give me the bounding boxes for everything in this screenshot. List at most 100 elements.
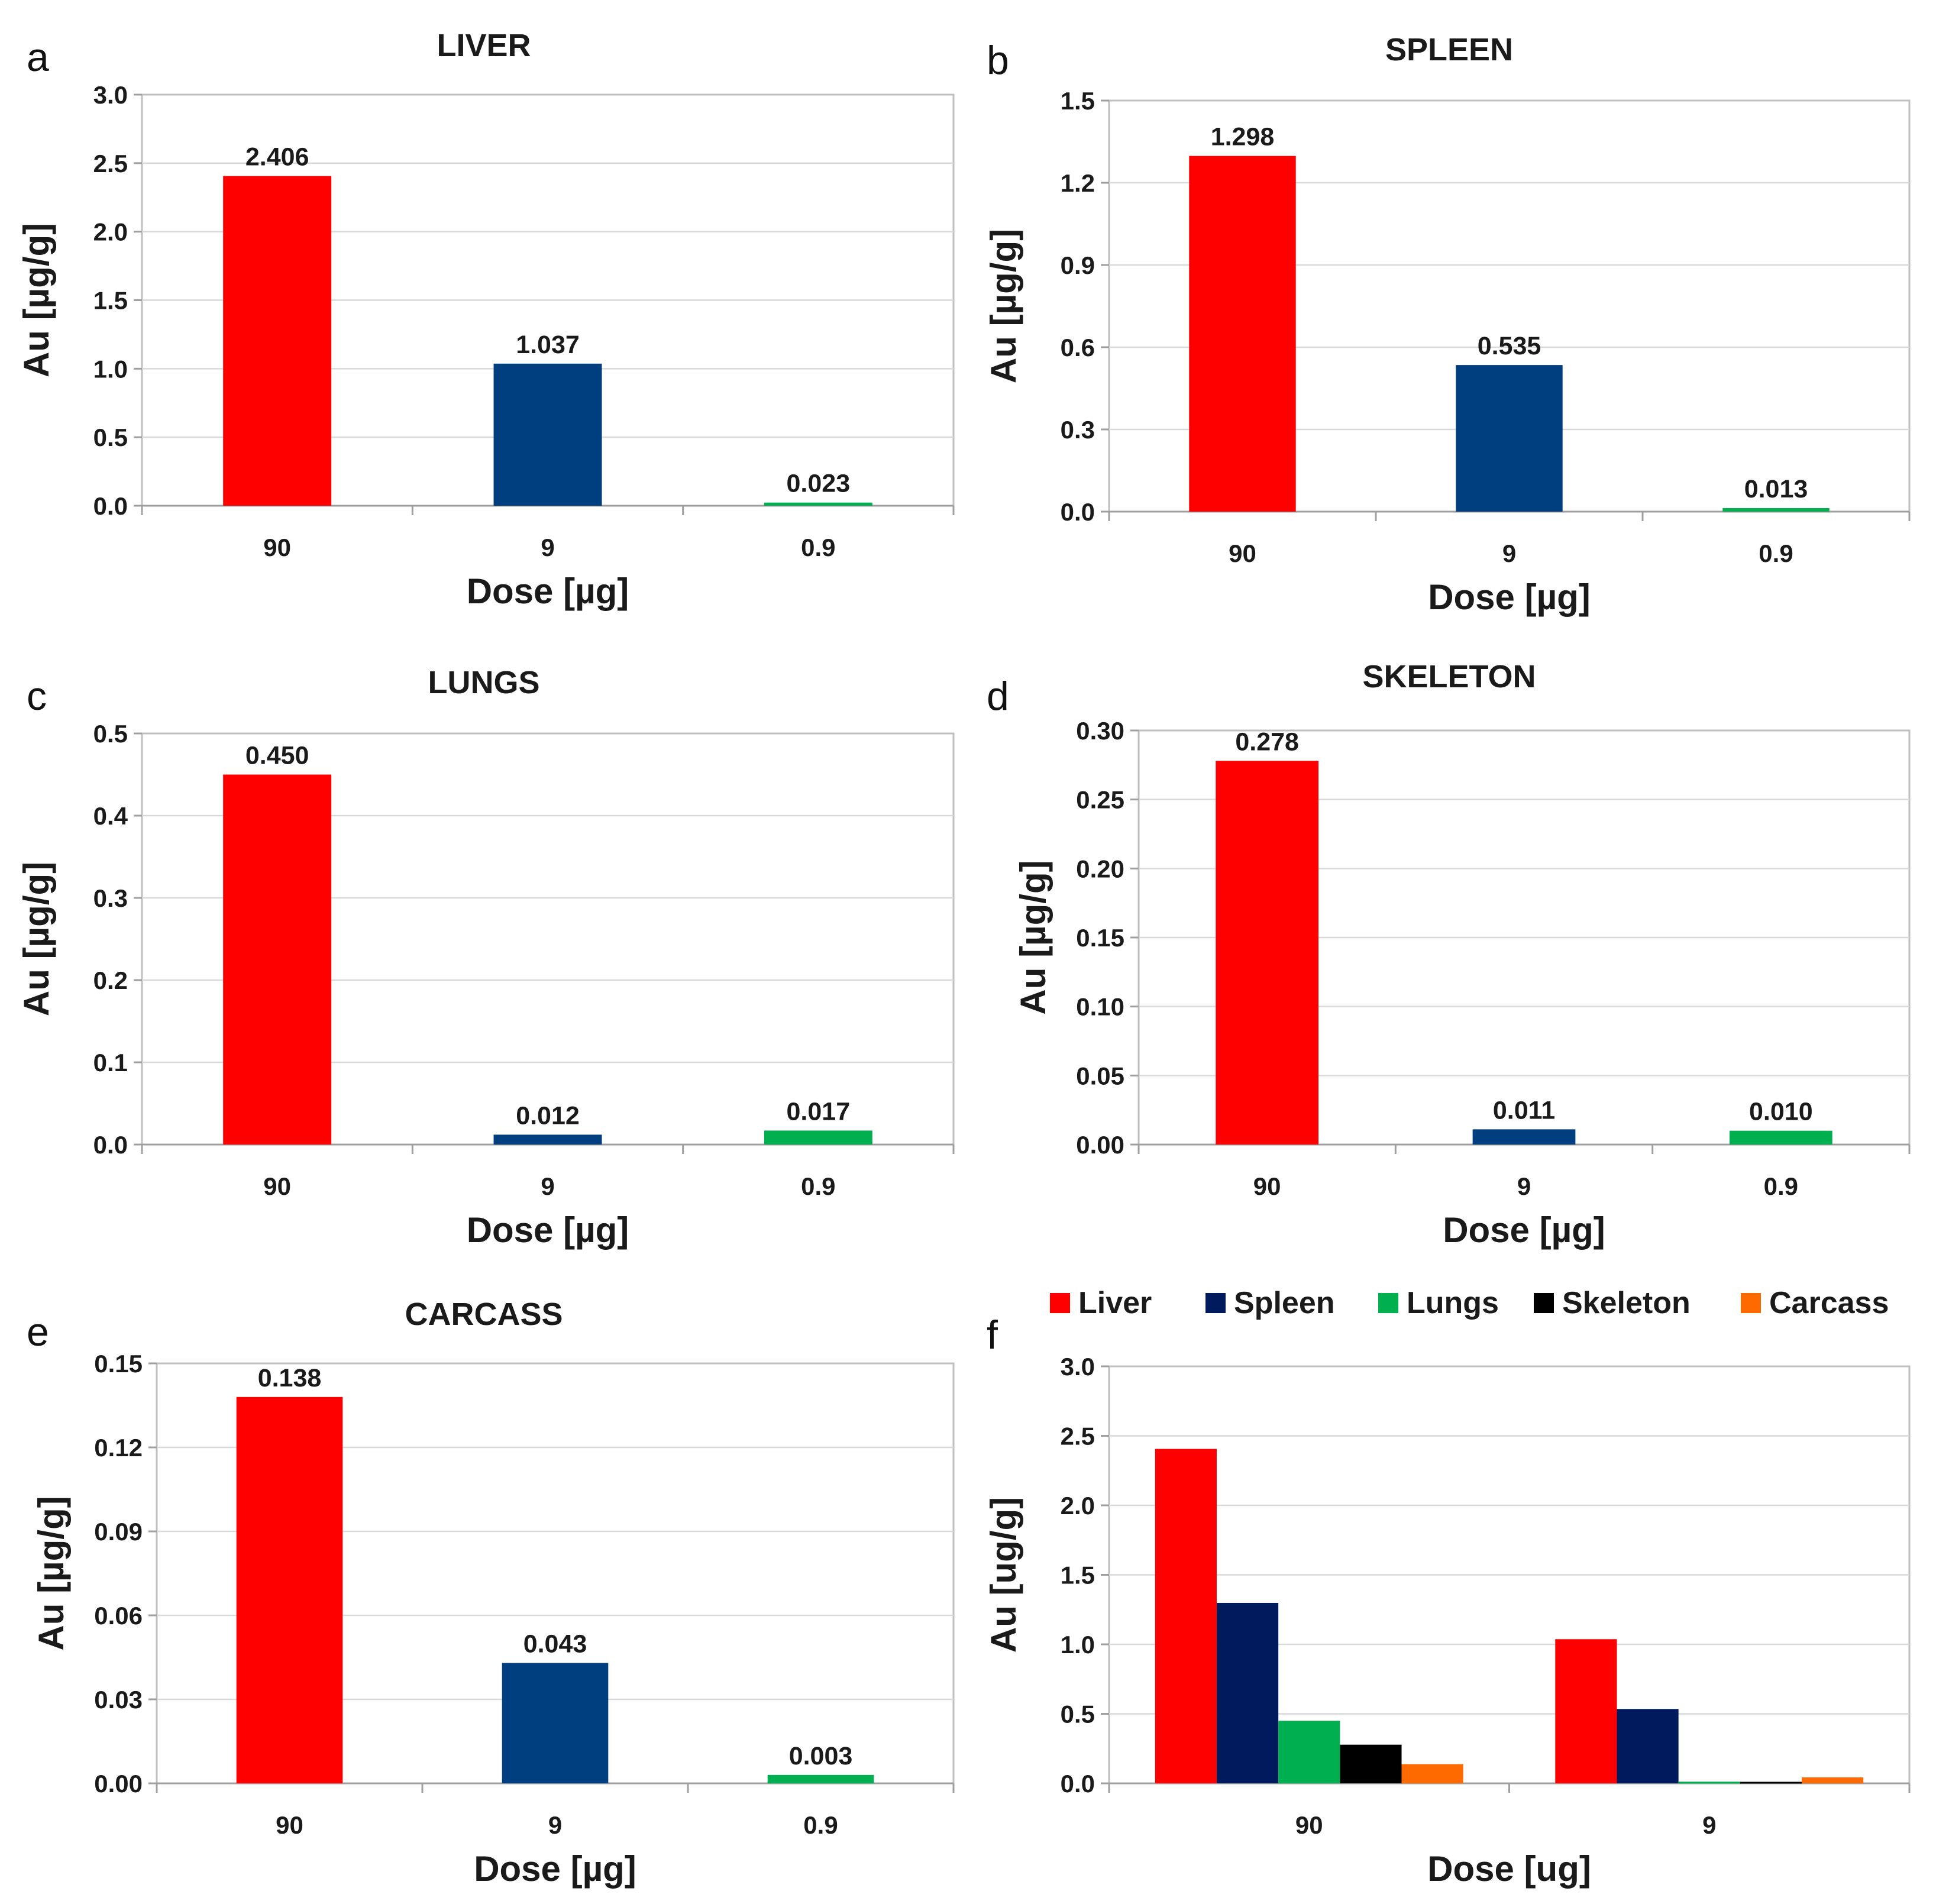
y-tick-label: 0.0 xyxy=(93,1131,128,1159)
y-tick-label: 0.00 xyxy=(94,1770,143,1798)
y-tick-label: 0.6 xyxy=(1061,334,1095,361)
legend-entry: Lungs xyxy=(1407,1286,1499,1320)
x-axis-title: Dose [µg] xyxy=(474,1849,636,1889)
data-label: 0.013 xyxy=(1744,475,1808,503)
y-tick-label: 0.20 xyxy=(1076,855,1124,883)
panel-letter: b xyxy=(987,38,1009,83)
bar xyxy=(1729,1130,1832,1145)
y-tick-label: 0.9 xyxy=(1061,251,1095,279)
y-tick-label: 1.5 xyxy=(1061,87,1095,115)
y-tick-label: 0.03 xyxy=(94,1686,143,1714)
x-tick-label: 9 xyxy=(1702,1811,1716,1839)
y-axis-title: Au [µg/g] xyxy=(17,223,56,377)
bar-spleen xyxy=(1216,1602,1279,1783)
y-tick-label: 0.12 xyxy=(94,1434,143,1462)
y-tick-label: 0.06 xyxy=(94,1602,143,1630)
x-tick-label: 9 xyxy=(548,1811,562,1839)
legend-swatch xyxy=(1050,1293,1070,1313)
legend-swatch xyxy=(1534,1293,1554,1313)
x-axis-title: Dose [µg] xyxy=(1443,1210,1605,1250)
y-tick-label: 0.4 xyxy=(93,802,128,830)
y-tick-label: 2.5 xyxy=(1061,1423,1095,1450)
x-tick-label: 9 xyxy=(541,534,554,561)
bar-skeleton xyxy=(1340,1744,1402,1783)
data-label: 0.010 xyxy=(1749,1098,1813,1126)
chart-panel-b: b SPLEEN 0.0 0.3 0.6 0.9 1.2 1.5 90 9 0.9 1.298 0.53… xyxy=(984,32,1911,617)
data-label: 1.298 xyxy=(1211,123,1275,151)
bar xyxy=(1189,156,1296,512)
data-label: 0.012 xyxy=(516,1101,580,1130)
y-tick-label: 0.15 xyxy=(94,1350,143,1378)
y-tick-label: 0.15 xyxy=(1076,924,1124,952)
y-tick-label: 0.5 xyxy=(93,720,128,748)
x-tick-label: 0.9 xyxy=(803,1811,838,1839)
chart-panel-f: f 0.0 0.5 1.0 1.5 2.0 2.5 3.0 90 9 Liver Spleen Lung… xyxy=(984,1286,1911,1889)
data-label: 0.278 xyxy=(1235,728,1299,756)
y-tick-label: 0.0 xyxy=(1061,498,1095,526)
x-axis-title: Dose [µg] xyxy=(467,1210,629,1250)
chart-panel-e: e CARCASS 0.00 0.03 0.06 0.09 0.12 0.15 90 9 0.9 0.… xyxy=(27,1297,955,1889)
data-label: 0.043 xyxy=(523,1630,587,1658)
legend-swatch xyxy=(1378,1293,1398,1313)
x-tick-label: 0.9 xyxy=(801,534,835,561)
y-tick-label: 0.30 xyxy=(1076,717,1124,745)
bar xyxy=(1216,761,1319,1145)
y-tick-label: 0.3 xyxy=(1061,416,1095,444)
y-tick-label: 0.0 xyxy=(1061,1770,1095,1798)
y-tick-label: 1.5 xyxy=(1061,1562,1095,1589)
y-tick-label: 1.0 xyxy=(1061,1631,1095,1659)
y-tick-label: 0.09 xyxy=(94,1518,143,1546)
legend-entry: Skeleton xyxy=(1562,1286,1691,1320)
bar xyxy=(767,1774,874,1783)
y-tick-label: 0.00 xyxy=(1076,1131,1124,1159)
bar xyxy=(1456,365,1563,512)
bar-lungs xyxy=(1278,1721,1340,1783)
panel-letter: a xyxy=(27,35,49,80)
y-axis-title: Au [µg/g] xyxy=(17,862,56,1016)
x-axis-title: Dose [ug] xyxy=(1427,1849,1591,1889)
bar xyxy=(223,774,332,1145)
legend-swatch xyxy=(1741,1293,1761,1313)
chart-panel-c: c LUNGS 0.0 0.1 0.2 0.3 0.4 0.5 90 9 0.9 0.450 0.012… xyxy=(17,665,955,1250)
x-tick-label: 90 xyxy=(276,1811,303,1839)
y-tick-label: 3.0 xyxy=(1061,1353,1095,1381)
data-label: 0.017 xyxy=(787,1097,851,1126)
chart-title: CARCASS xyxy=(405,1297,563,1332)
y-tick-label: 0.0 xyxy=(93,492,128,520)
x-tick-label: 0.9 xyxy=(801,1172,835,1200)
y-tick-label: 2.0 xyxy=(1061,1492,1095,1520)
chart-title: LIVER xyxy=(437,28,531,63)
x-tick-label: 9 xyxy=(541,1172,554,1200)
data-label: 0.023 xyxy=(787,470,851,498)
y-tick-label: 1.0 xyxy=(93,355,128,383)
x-tick-label: 90 xyxy=(263,534,291,561)
bar xyxy=(223,176,332,506)
data-label: 2.406 xyxy=(245,143,309,172)
panel-letter: f xyxy=(987,1313,998,1357)
bar-spleen xyxy=(1617,1709,1679,1783)
y-tick-label: 0.5 xyxy=(1061,1701,1095,1728)
y-tick-label: 0.2 xyxy=(93,966,128,994)
x-axis-title: Dose [µg] xyxy=(467,571,629,611)
y-tick-label: 0.25 xyxy=(1076,786,1124,814)
y-tick-label: 0.3 xyxy=(93,884,128,912)
y-axis-title: Au [ug/g] xyxy=(984,1497,1023,1653)
legend-entry: Spleen xyxy=(1234,1286,1335,1320)
bar xyxy=(493,1134,602,1145)
chart-panel-a: a LIVER 0.0 0.5 1.0 1.5 2.0 2.5 3.0 90 9 0.9 2.406 1.… xyxy=(17,28,955,611)
bar-liver xyxy=(1155,1449,1217,1783)
bar-carcass xyxy=(1802,1777,1864,1783)
bar xyxy=(764,1130,872,1145)
y-axis-title: Au [µg/g] xyxy=(1013,860,1053,1014)
y-tick-label: 0.5 xyxy=(93,424,128,451)
y-tick-label: 2.0 xyxy=(93,218,128,246)
y-tick-label: 0.1 xyxy=(93,1049,128,1077)
chart-title: SPLEEN xyxy=(1385,32,1513,67)
data-label: 0.450 xyxy=(245,742,309,770)
panel-letter: d xyxy=(987,674,1009,719)
x-tick-label: 9 xyxy=(1517,1172,1531,1200)
legend-entry: Liver xyxy=(1078,1286,1152,1320)
y-tick-label: 1.5 xyxy=(93,287,128,315)
y-tick-label: 2.5 xyxy=(93,150,128,177)
